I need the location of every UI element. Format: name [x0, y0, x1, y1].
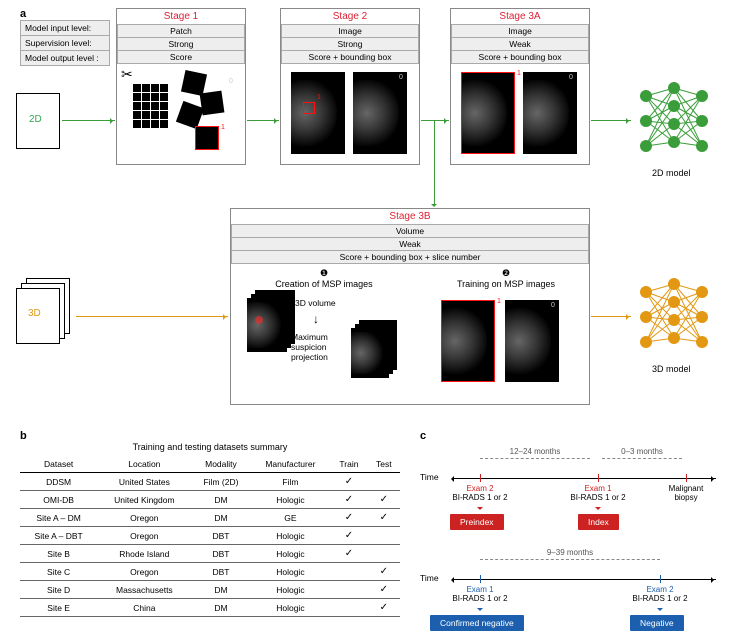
mammo-right: 0 — [523, 72, 577, 154]
down-arrow-icon: ↓ — [313, 312, 319, 326]
table-row: Site EChinaDMHologic✓ — [20, 599, 400, 617]
bracket-0-3: 0–3 months — [602, 458, 682, 468]
col-header: Location — [97, 456, 191, 473]
down-arrow-icon — [477, 607, 483, 612]
kv-table: Model input level: Supervision level: Mo… — [20, 20, 110, 66]
stage3b-box: Stage 3B Volume Weak Score + bounding bo… — [230, 208, 590, 405]
time-label: Time — [420, 472, 439, 482]
bracket-9-39: 9–39 months — [480, 559, 660, 569]
down-arrow-icon — [657, 607, 663, 612]
stage2-title: Stage 2 — [281, 9, 419, 24]
arrow-3d-in — [76, 316, 228, 317]
msp-train-left: 1 — [441, 300, 495, 382]
stage3b-title: Stage 3B — [231, 209, 589, 224]
col-header: Manufacturer — [250, 456, 330, 473]
digit-one: 1 — [221, 124, 225, 131]
arrow-to-3dmodel — [591, 316, 631, 317]
table-row: Site A – DMOregonDMGE✓✓ — [20, 509, 400, 527]
exam2: Exam 2 BI-RADS 1 or 2 — [440, 484, 520, 502]
stage3a-box: Stage 3A Image Weak Score + bounding box… — [450, 8, 590, 165]
table-row: Site A – DBTOregonDBTHologic✓ — [20, 527, 400, 545]
nn-2d-icon — [634, 76, 716, 166]
timeline-top: Time 12–24 months 0–3 months Exam 2 BI-R… — [420, 448, 720, 533]
table-row: Site COregonDBTHologic✓ — [20, 563, 400, 581]
panel-c-label: c — [420, 430, 720, 442]
model3d-label: 3D model — [652, 364, 691, 374]
patch-grid — [133, 84, 168, 128]
table-row: Site BRhode IslandDBTHologic✓ — [20, 545, 400, 563]
biopsy: Malignant biopsy — [646, 484, 726, 502]
kv-input: Model input level: — [21, 21, 110, 36]
msp-label: Maximum suspicion projection — [291, 332, 328, 362]
down-arrow-icon — [477, 506, 483, 511]
neg-box: Negative — [630, 615, 684, 631]
col-header: Train — [330, 456, 367, 473]
kv-sup: Supervision level: — [21, 36, 110, 51]
stage3a-title: Stage 3A — [451, 9, 589, 24]
exam1b: Exam 1 BI-RADS 1 or 2 — [440, 585, 520, 603]
confneg-box: Confirmed negative — [430, 615, 524, 631]
mammo-left: 1 — [291, 72, 345, 154]
arrow-s1-s2 — [247, 120, 279, 121]
table-row: DDSMUnited StatesFilm (2D)Film✓ — [20, 473, 400, 491]
index-box: Index — [578, 514, 619, 530]
nn-3d-icon — [634, 272, 716, 362]
stage1-box: Stage 1 Patch Strong Score ✂ 0 1 — [116, 8, 246, 165]
arrow-2d-in — [62, 120, 115, 121]
stage2-table: Image Strong Score + bounding box — [281, 24, 419, 64]
branch-green-head — [431, 204, 437, 210]
scissors-icon: ✂ — [121, 66, 133, 83]
mammo-left: 1 — [461, 72, 515, 154]
msp-train-right: 0 — [505, 300, 559, 382]
digit-zero: 0 — [229, 78, 233, 85]
stage2-box: Stage 2 Image Strong Score + bounding bo… — [280, 8, 420, 165]
exam1: Exam 1 BI-RADS 1 or 2 — [558, 484, 638, 502]
vol-label: 3D volume — [295, 298, 336, 308]
preindex-box: Preindex — [450, 514, 504, 530]
arrow-to-2dmodel — [591, 120, 631, 121]
model2d-label: 2D model — [652, 168, 691, 178]
time-label: Time — [420, 573, 439, 583]
col-header: Test — [368, 456, 400, 473]
patch — [200, 91, 225, 116]
patch-highlight — [195, 126, 219, 150]
timeline-bottom: Time 9–39 months Exam 1 BI-RADS 1 or 2 E… — [420, 549, 720, 634]
stage3b-table: Volume Weak Score + bounding box + slice… — [231, 224, 589, 264]
patch — [176, 101, 204, 129]
step1: ❶ Creation of MSP images — [249, 268, 399, 289]
arrow-s2-s3a — [421, 120, 449, 121]
col-header: Dataset — [20, 456, 97, 473]
down-arrow-icon — [595, 506, 601, 511]
table-title: Training and testing datasets summary — [20, 442, 400, 452]
table-row: OMI-DBUnited KingdomDMHologic✓✓ — [20, 491, 400, 509]
stage3a-table: Image Weak Score + bounding box — [451, 24, 589, 64]
col-header: Modality — [191, 456, 250, 473]
stage1-table: Patch Strong Score — [117, 24, 245, 64]
exam2b: Exam 2 BI-RADS 1 or 2 — [620, 585, 700, 603]
table-row: Site DMassachusettsDMHologic✓ — [20, 581, 400, 599]
mammo-right: 0 — [353, 72, 407, 154]
input-2d-label: 2D — [29, 114, 42, 125]
branch-green — [434, 120, 435, 206]
panel-b-label: b — [20, 430, 400, 442]
kv-out: Model output level : — [21, 51, 110, 66]
step2: ❷ Training on MSP images — [431, 268, 581, 289]
stage1-title: Stage 1 — [117, 9, 245, 24]
datasets-table: DatasetLocationModalityManufacturerTrain… — [20, 456, 400, 617]
bracket-12-24: 12–24 months — [480, 458, 590, 468]
input-2d-box: 2D — [16, 93, 60, 149]
